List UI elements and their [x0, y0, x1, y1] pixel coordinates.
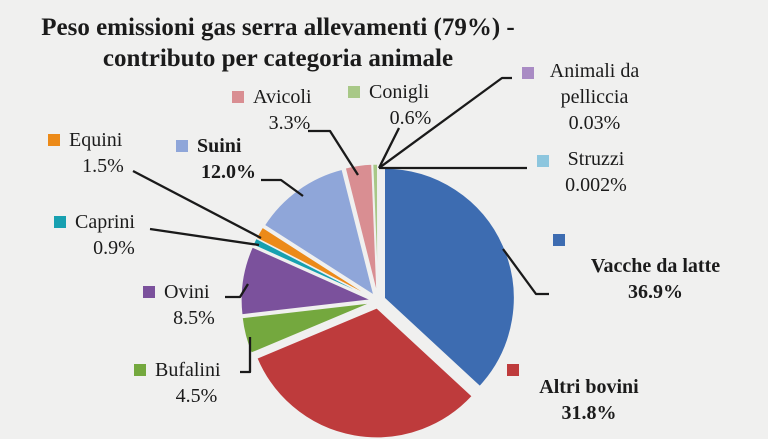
conigli-label: Conigli [369, 81, 430, 103]
avicoli-label: Avicoli [253, 86, 312, 108]
leader-line-caprini [149, 227, 260, 247]
callout-conigli: Conigli 0.6% [342, 79, 457, 131]
callout-vacche-da-latte: Vacche da latte 36.9% [553, 234, 738, 305]
suini-label: Suini [197, 135, 242, 157]
leader-line-pelliccia [378, 76, 512, 169]
struzzi-percent: 0.002% [565, 174, 627, 196]
pie-slice-vacche-da-latte [383, 167, 515, 388]
conigli-percent: 0.6% [389, 107, 432, 129]
equini-percent: 1.5% [82, 155, 124, 177]
callout-altri-bovini: Altri bovini 31.8% [507, 364, 652, 426]
avicoli-swatch-icon [232, 91, 244, 103]
caprini-label: Caprini [75, 211, 135, 233]
ovini-percent: 8.5% [173, 307, 215, 329]
callout-suini: Suini 12.0% [170, 133, 265, 185]
ovini-label: Ovini [164, 281, 210, 303]
chart-title-line1: Peso emissioni gas serra allevamenti (79… [41, 14, 515, 41]
chart-title-line2: contributo per categoria animale [102, 45, 454, 72]
callout-struzzi: Struzzi 0.002% [537, 146, 640, 198]
pie-slice-bufalini [241, 302, 372, 354]
bufalini-percent: 4.5% [175, 385, 218, 407]
leader-line-bufalini [240, 337, 252, 374]
ovini-swatch-icon [143, 286, 155, 298]
callout-ovini: Ovini 8.5% [137, 279, 229, 331]
pie-slice-suini [263, 168, 375, 297]
struzzi-swatch-icon [537, 155, 549, 167]
suini-swatch-icon [176, 140, 188, 152]
caprini-percent: 0.9% [93, 237, 135, 259]
vacche-da-latte-label: Vacche da latte [590, 255, 721, 277]
altri-bovini-swatch-icon [507, 364, 519, 376]
equini-swatch-icon [48, 134, 60, 146]
leader-line-suini [261, 178, 304, 197]
pie-slice-avicoli [344, 163, 378, 295]
vacche-da-latte-swatch-icon [553, 234, 565, 246]
animali-da-pelliccia-swatch-icon [522, 67, 534, 79]
bufalini-label: Bufalini [155, 359, 221, 381]
pie-slice-equini [255, 226, 373, 299]
pie-slice-altri-bovini [256, 307, 474, 439]
bufalini-swatch-icon [134, 364, 146, 376]
callout-equini: Equini 1.5% [42, 127, 142, 179]
vacche-da-latte-percent: 36.9% [628, 281, 683, 303]
suini-percent: 12.0% [201, 161, 256, 183]
animali-da-pelliccia-label: Animali da pelliccia [549, 60, 640, 108]
chart-title: Peso emissioni gas serra allevamenti (79… [8, 12, 548, 74]
animali-da-pelliccia-percent: 0.03% [568, 112, 621, 134]
leader-line-vacche [502, 248, 549, 296]
callout-animali-da-pelliccia: Animali da pelliccia 0.03% [522, 58, 647, 136]
altri-bovini-label: Altri bovini [539, 376, 639, 398]
callout-avicoli: Avicoli 3.3% [226, 84, 331, 136]
callout-caprini: Caprini 0.9% [48, 209, 158, 261]
leader-line-conigli [377, 127, 401, 169]
caprini-swatch-icon [54, 216, 66, 228]
leader-line-avicoli [308, 129, 359, 176]
altri-bovini-percent: 31.8% [561, 402, 617, 424]
leader-line-ovini [225, 283, 249, 299]
equini-label: Equini [69, 129, 123, 151]
pie-slice-ovini [240, 246, 374, 316]
avicoli-percent: 3.3% [268, 112, 311, 134]
struzzi-label: Struzzi [567, 148, 625, 170]
callout-bufalini: Bufalini 4.5% [128, 357, 243, 409]
conigli-swatch-icon [348, 86, 360, 98]
leader-line-equini [132, 169, 262, 240]
